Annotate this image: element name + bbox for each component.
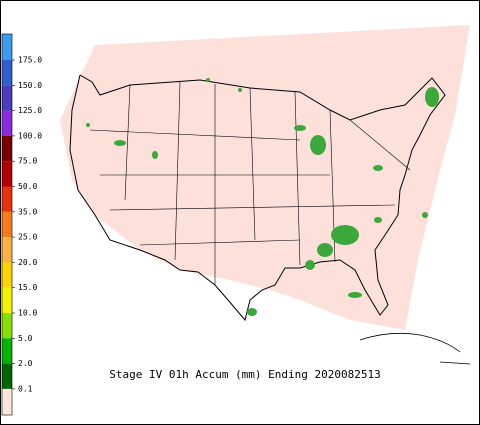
legend-swatch — [2, 186, 12, 212]
legend-swatch — [2, 287, 12, 313]
country-outline — [69, 74, 446, 322]
precip-areas — [86, 78, 439, 316]
legend-label: 75.0 — [18, 157, 37, 166]
legend-border — [1, 33, 13, 416]
legend-label: 35.0 — [18, 207, 37, 216]
coastlines-caribbean — [359, 332, 471, 365]
legend-label: 175.0 — [18, 56, 42, 65]
legend-label: 100.0 — [18, 131, 42, 140]
legend-swatch — [2, 262, 12, 288]
legend-swatch — [2, 363, 12, 389]
legend-swatch — [2, 237, 12, 263]
map-title: Stage IV 01h Accum (mm) Ending 202008251… — [109, 368, 381, 381]
legend-swatch — [2, 60, 12, 86]
legend-swatch — [2, 388, 12, 415]
legend-label: 15.0 — [18, 283, 37, 292]
legend-swatch — [2, 211, 12, 238]
legend-swatch — [2, 338, 12, 364]
legend-label: 5.0 — [18, 334, 33, 343]
legend-label: 50.0 — [18, 182, 37, 191]
legend-swatch — [2, 161, 12, 187]
legend-label: 10.0 — [18, 309, 37, 318]
legend-swatch — [2, 110, 12, 136]
legend-label: 150.0 — [18, 81, 42, 90]
analysis-domain — [60, 25, 470, 330]
legend-swatch — [2, 85, 12, 111]
legend-label: 0.1 — [18, 384, 33, 393]
legend: 175.0 150.0 125.0 100.0 75.0 50.0 35.0 25.0 20.0… — [1, 33, 42, 416]
legend-label: 25.0 — [18, 233, 37, 242]
legend-swatch — [2, 135, 12, 162]
legend-label: 2.0 — [18, 359, 33, 368]
legend-label: 125.0 — [18, 106, 42, 115]
legend-swatch — [2, 313, 12, 339]
legend-swatch — [2, 34, 12, 60]
legend-label: 20.0 — [18, 258, 37, 267]
